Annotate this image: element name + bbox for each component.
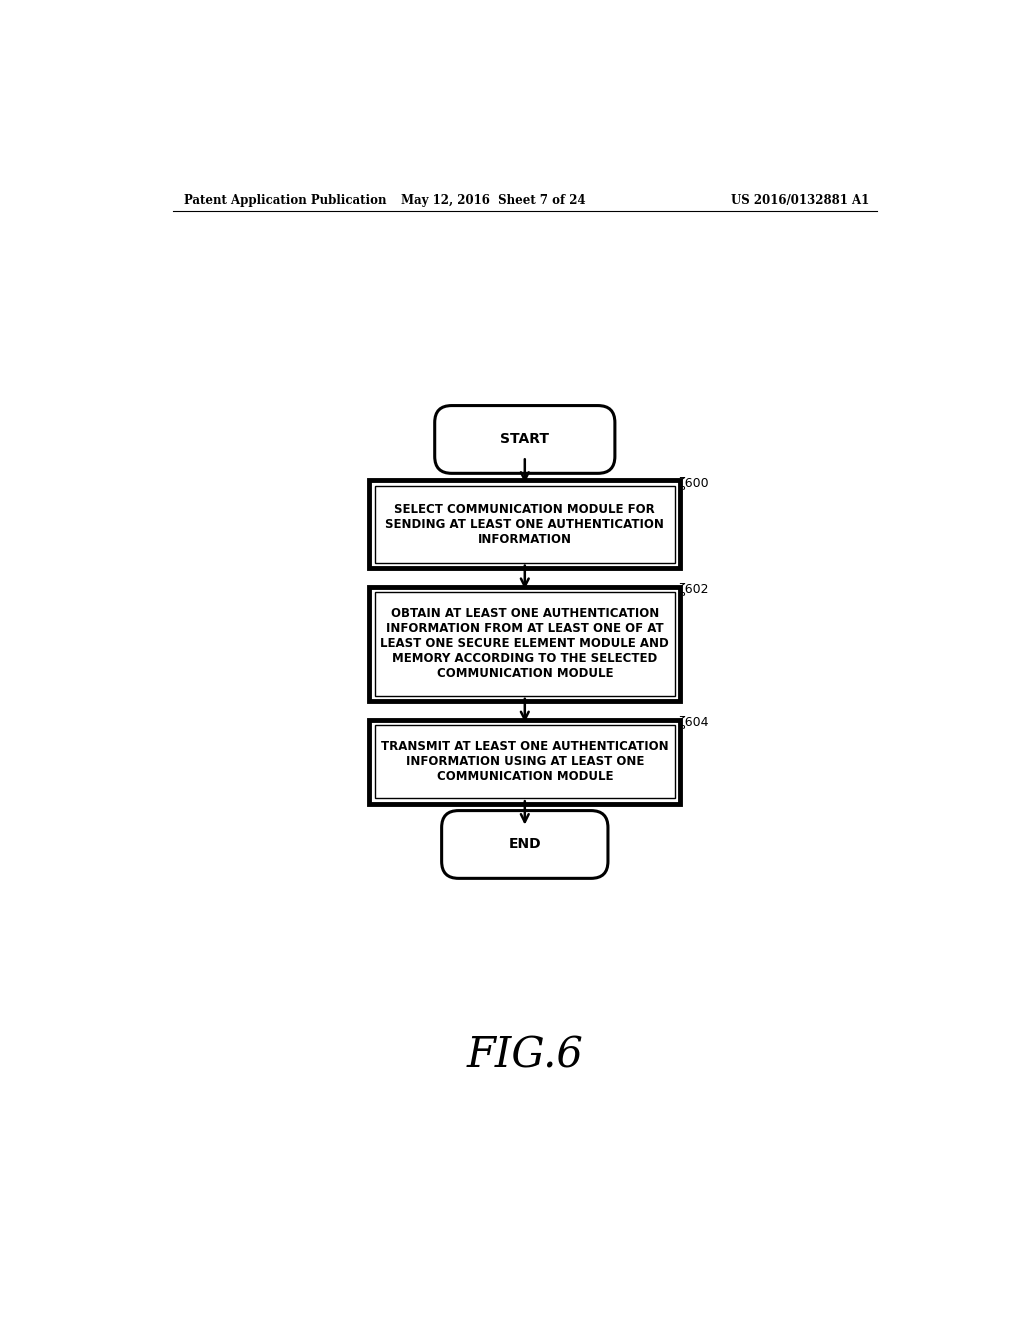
Text: START: START <box>501 433 549 446</box>
Text: END: END <box>509 837 541 851</box>
Bar <box>375 486 675 562</box>
Bar <box>370 719 680 804</box>
Text: ζ602: ζ602 <box>679 582 710 595</box>
Text: FIG.6: FIG.6 <box>466 1035 584 1076</box>
Text: TRANSMIT AT LEAST ONE AUTHENTICATION
INFORMATION USING AT LEAST ONE
COMMUNICATIO: TRANSMIT AT LEAST ONE AUTHENTICATION INF… <box>381 741 669 783</box>
Bar <box>375 591 675 696</box>
FancyBboxPatch shape <box>441 810 608 878</box>
Bar <box>370 586 680 701</box>
Text: ζ604: ζ604 <box>679 715 710 729</box>
Text: Patent Application Publication: Patent Application Publication <box>184 194 387 207</box>
Text: SELECT COMMUNICATION MODULE FOR
SENDING AT LEAST ONE AUTHENTICATION
INFORMATION: SELECT COMMUNICATION MODULE FOR SENDING … <box>385 503 665 545</box>
Bar <box>375 725 675 799</box>
Text: US 2016/0132881 A1: US 2016/0132881 A1 <box>731 194 869 207</box>
Text: ζ600: ζ600 <box>679 477 710 490</box>
Text: May 12, 2016  Sheet 7 of 24: May 12, 2016 Sheet 7 of 24 <box>401 194 586 207</box>
Bar <box>370 480 680 568</box>
Text: OBTAIN AT LEAST ONE AUTHENTICATION
INFORMATION FROM AT LEAST ONE OF AT
LEAST ONE: OBTAIN AT LEAST ONE AUTHENTICATION INFOR… <box>381 607 669 680</box>
FancyBboxPatch shape <box>435 405 614 474</box>
